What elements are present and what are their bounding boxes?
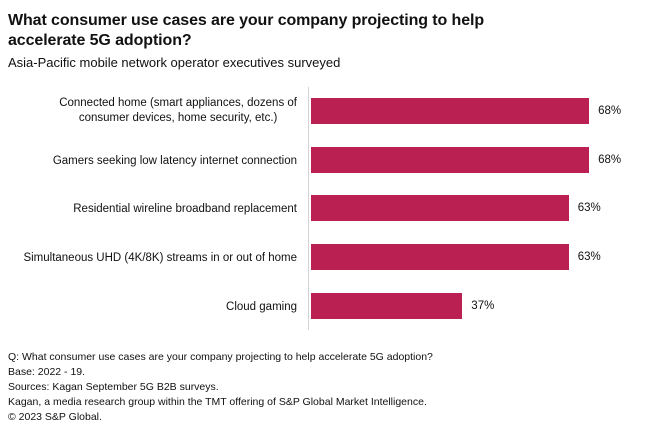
- chart-footnotes: Q: What consumer use cases are your comp…: [0, 350, 660, 425]
- footnote-line: Q: What consumer use cases are your comp…: [8, 350, 433, 363]
- plot-area-cell: 68%: [308, 87, 660, 136]
- footnote-line: © 2023 S&P Global.: [8, 410, 102, 423]
- value-label: 37%: [471, 299, 495, 312]
- category-label-cell: Residential wireline broadband replaceme…: [0, 199, 308, 217]
- chart-title: What consumer use cases are your company…: [8, 12, 485, 49]
- chart-header: What consumer use cases are your company…: [0, 0, 660, 71]
- category-label-cell: Connected home (smart appliances, dozens…: [0, 96, 308, 126]
- plot-area-cell: 63%: [308, 232, 660, 282]
- bar: [311, 146, 590, 173]
- bar-row: Connected home (smart appliances, dozens…: [0, 87, 660, 136]
- bar: [311, 195, 569, 222]
- value-label: 68%: [598, 153, 622, 166]
- category-label: Connected home (smart appliances, dozens…: [59, 97, 297, 125]
- category-label-cell: Gamers seeking low latency internet conn…: [0, 151, 308, 169]
- plot-area-cell: 37%: [308, 281, 660, 330]
- category-label: Simultaneous UHD (4K/8K) streams in or o…: [23, 252, 297, 265]
- category-label: Gamers seeking low latency internet conn…: [52, 154, 297, 167]
- horizontal-bar-chart: Connected home (smart appliances, dozens…: [0, 87, 660, 330]
- value-label: 63%: [577, 251, 601, 264]
- category-label: Residential wireline broadband replaceme…: [73, 203, 297, 216]
- bar-row: Cloud gaming 37%: [0, 281, 660, 330]
- category-label: Cloud gaming: [226, 300, 297, 313]
- footnote-line: Kagan, a media research group within the…: [8, 395, 427, 408]
- bar: [311, 292, 463, 319]
- bar: [311, 98, 590, 125]
- footnote-line: Base: 2022 - 19.: [8, 365, 86, 378]
- category-label-cell: Simultaneous UHD (4K/8K) streams in or o…: [0, 248, 308, 266]
- chart-subtitle: Asia-Pacific mobile network operator exe…: [8, 55, 341, 70]
- plot-area-cell: 68%: [308, 135, 660, 185]
- bar: [311, 244, 569, 271]
- plot-area-cell: 63%: [308, 184, 660, 233]
- value-label: 68%: [598, 105, 622, 118]
- footnote-line: Sources: Kagan September 5G B2B surveys.: [8, 380, 219, 393]
- bar-row: Gamers seeking low latency internet conn…: [0, 135, 660, 185]
- value-label: 63%: [577, 202, 601, 215]
- bar-row: Simultaneous UHD (4K/8K) streams in or o…: [0, 232, 660, 282]
- category-label-cell: Cloud gaming: [0, 297, 308, 315]
- bar-row: Residential wireline broadband replaceme…: [0, 184, 660, 233]
